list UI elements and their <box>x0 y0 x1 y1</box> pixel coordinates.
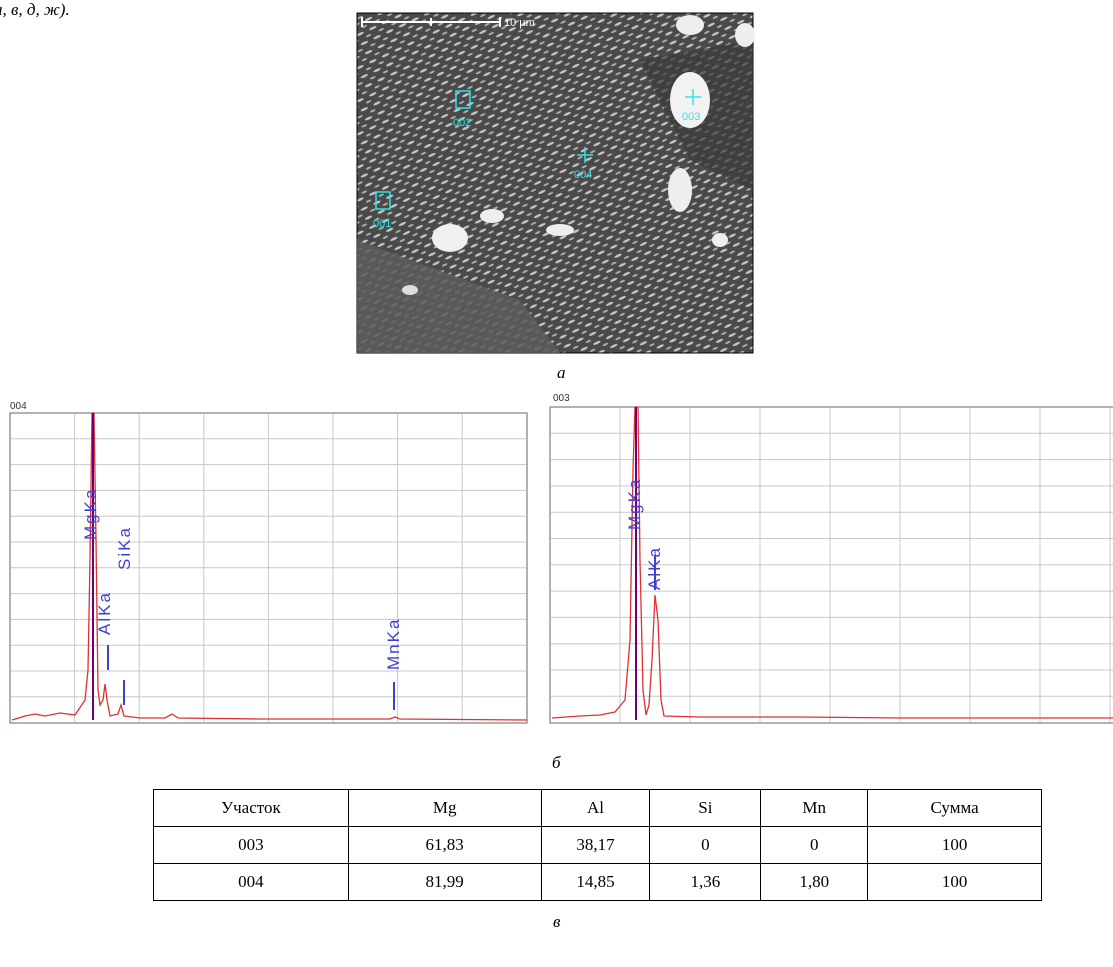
table-cell: Si <box>649 789 762 827</box>
table-cell: 0 <box>649 826 762 864</box>
spectrum-curve <box>551 406 1113 719</box>
scale-label: 10 µm <box>504 17 535 29</box>
table-cell: Участок <box>153 789 349 827</box>
marker-label: 001 <box>373 218 391 230</box>
table-header: Участок Mg Al Si Mn Сумма <box>153 789 1042 827</box>
peak-label: MgKa <box>81 488 100 540</box>
table-row: 004 81,99 14,85 1,36 1,80 100 <box>153 863 1042 901</box>
spectrum-curve <box>11 412 528 721</box>
table-cell: 003 <box>153 826 349 864</box>
peak-label: SiKa <box>115 526 134 570</box>
grid <box>11 408 1113 722</box>
table-cell: 0 <box>760 826 869 864</box>
table-cell: Сумма <box>867 789 1042 827</box>
table-cell: 1,36 <box>649 863 762 901</box>
table-cell: Mg <box>347 789 542 827</box>
table-cell: 100 <box>867 863 1042 901</box>
caption-b: б <box>552 753 561 772</box>
caption-top: а, в, д, ж). <box>0 0 70 19</box>
marker-label: 002 <box>453 117 471 129</box>
peak-label: AlKa <box>95 591 114 635</box>
table-cell: 61,83 <box>347 826 542 864</box>
table-cell: Mn <box>760 789 869 827</box>
table-cell: 100 <box>867 826 1042 864</box>
marker-label: 003 <box>682 111 700 123</box>
composition-table: Участок Mg Al Si Mn Сумма 003 61,83 38,17 0 0 100 00… <box>153 789 1042 901</box>
spectrum-label: 004 <box>10 401 27 412</box>
table-row: 003 61,83 38,17 0 0 100 <box>153 826 1042 864</box>
sem-image: 10 µm 001 002 003 004 <box>356 12 755 354</box>
table-cell: 004 <box>153 863 349 901</box>
peak-label: MnKa <box>384 618 403 670</box>
spectrum-label: 003 <box>553 393 570 404</box>
table-cell: 81,99 <box>347 863 542 901</box>
marker-label: 004 <box>574 169 592 181</box>
table-cell: Al <box>540 789 651 827</box>
table-cell: 14,85 <box>540 863 651 901</box>
caption-a: а <box>557 363 566 382</box>
caption-c: в <box>553 912 561 931</box>
table-cell: 38,17 <box>540 826 651 864</box>
table-cell: 1,80 <box>760 863 869 901</box>
peak-label: MgKa <box>625 478 644 530</box>
